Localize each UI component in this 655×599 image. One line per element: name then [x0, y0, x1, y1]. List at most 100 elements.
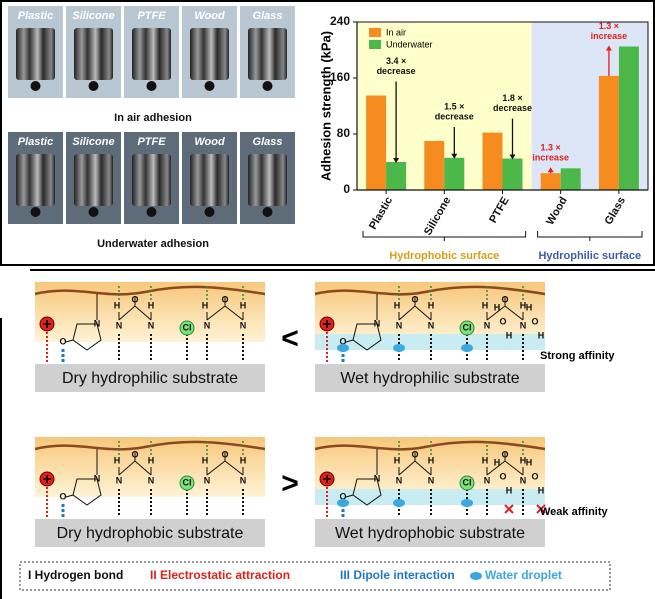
- annotation: 1.5 ×: [444, 101, 464, 111]
- substrate: [35, 364, 265, 392]
- chloride: [179, 320, 195, 336]
- droplet: [146, 81, 157, 91]
- atom: N: [520, 475, 527, 485]
- caption: In air adhesion: [114, 112, 192, 124]
- x-tick-label: Silicone: [422, 195, 453, 238]
- annotation: 3.4 ×: [386, 56, 406, 66]
- legend-swatch: [369, 40, 381, 49]
- atom: H: [202, 455, 209, 465]
- photo-label: PTFE: [137, 136, 166, 148]
- atom: O: [59, 336, 66, 346]
- atom: N: [428, 320, 435, 330]
- water-atom: H: [506, 330, 513, 340]
- annotation: decrease: [377, 66, 416, 76]
- droplet: [30, 207, 41, 217]
- legend-droplet: [470, 572, 482, 580]
- atom: H: [428, 300, 435, 310]
- atom: N: [484, 475, 491, 485]
- plus: [43, 475, 51, 483]
- atom: N: [240, 320, 247, 330]
- atom: O: [339, 491, 346, 501]
- atom: H: [202, 300, 209, 310]
- cylinder: [132, 28, 171, 80]
- atom: H: [114, 300, 121, 310]
- water-atom: H: [538, 330, 545, 340]
- atom: N: [374, 473, 381, 483]
- atom: N: [204, 320, 211, 330]
- atom: N: [484, 320, 491, 330]
- water-droplet: [337, 499, 349, 507]
- plus: [323, 320, 331, 328]
- cylinder: [16, 28, 55, 80]
- droplet: [204, 81, 215, 91]
- substrate-label: Dry hydrophobic substrate: [57, 525, 244, 542]
- pyrrolidone-ring: [345, 323, 382, 351]
- y-axis-label: Adhesion strength (kPa): [318, 31, 333, 181]
- x-tick-label: PTFE: [487, 195, 511, 225]
- legend-entry: III Dipole interaction: [340, 568, 455, 582]
- atom: N: [148, 320, 155, 330]
- backbone: [96, 294, 244, 321]
- atom: H: [520, 300, 527, 310]
- bar: [424, 141, 445, 190]
- atom: H: [240, 300, 247, 310]
- bar: [502, 158, 523, 190]
- atom: N: [428, 475, 435, 485]
- atom: N: [396, 475, 403, 485]
- y-tick-label: 240: [330, 14, 350, 28]
- backbone: [376, 294, 524, 321]
- atom: H: [240, 455, 247, 465]
- legend-label: In air: [386, 27, 406, 37]
- bar: [386, 162, 407, 190]
- atom: O: [501, 449, 508, 459]
- atom: O: [501, 294, 508, 304]
- bar: [482, 132, 503, 190]
- atom: Cl: [463, 322, 472, 332]
- atom: H: [114, 455, 121, 465]
- y-tick-label: 80: [337, 126, 351, 140]
- cylinder: [132, 154, 171, 206]
- photo-label: Wood: [194, 136, 225, 148]
- substrate: [315, 519, 545, 547]
- backbone: [96, 449, 244, 476]
- water-droplet: [393, 344, 405, 352]
- atom: N: [240, 475, 247, 485]
- droplet: [88, 207, 99, 217]
- atom: Cl: [183, 477, 192, 487]
- plot-frame: [356, 21, 649, 191]
- atom: O: [131, 449, 138, 459]
- water-droplet: [461, 344, 473, 352]
- annotation: increase: [591, 31, 628, 41]
- chloride: [459, 475, 475, 491]
- photo-label: Glass: [253, 136, 283, 148]
- group-brace: [537, 231, 643, 241]
- x-tick-label: Glass: [603, 195, 628, 227]
- group-label: Hydrophobic surface: [389, 250, 499, 262]
- water-atom: H: [526, 457, 533, 467]
- annotation: 1.3 ×: [599, 21, 619, 31]
- droplet: [146, 207, 157, 217]
- annotation: 1.8 ×: [502, 93, 522, 103]
- atom: N: [374, 318, 381, 328]
- legend-swatch: [369, 28, 381, 37]
- atom: O: [221, 449, 228, 459]
- cylinder: [16, 154, 55, 206]
- pyrrolidone-ring: [65, 478, 102, 506]
- legend-entry: I Hydrogen bond: [28, 568, 123, 582]
- photo-label: Silicone: [72, 10, 114, 22]
- droplet: [204, 207, 215, 217]
- bar: [560, 168, 581, 190]
- atom: O: [339, 336, 346, 346]
- affinity: Strong affinity: [540, 350, 615, 362]
- affinity: Weak affinity: [540, 506, 609, 518]
- atom: H: [482, 455, 489, 465]
- legend-entry: II Electrostatic attraction: [150, 568, 290, 582]
- caption: Underwater adhesion: [97, 238, 209, 250]
- chloride: [459, 320, 475, 336]
- atom: N: [204, 475, 211, 485]
- droplet: [30, 81, 41, 91]
- y-tick-label: 0: [343, 182, 350, 196]
- chloride: [179, 475, 195, 491]
